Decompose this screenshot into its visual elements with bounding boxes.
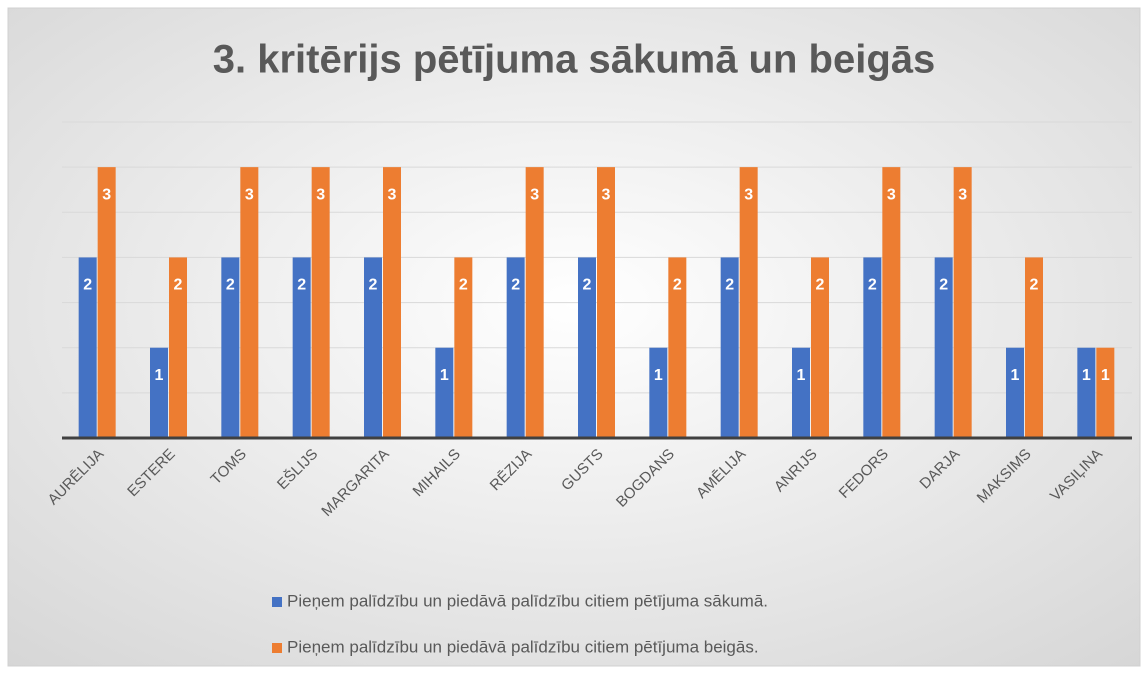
- bar: [97, 167, 116, 438]
- data-label: 3: [887, 186, 896, 203]
- data-label: 2: [511, 277, 520, 294]
- bar: [150, 347, 168, 438]
- bar: [525, 167, 544, 438]
- data-label: 1: [1011, 367, 1020, 384]
- data-label: 2: [725, 277, 734, 294]
- data-label: 3: [958, 186, 967, 203]
- legend-marker: [272, 643, 282, 653]
- data-label: 3: [602, 186, 611, 203]
- chart-title: 3. kritērijs pētījuma sākumā un beigās: [213, 38, 936, 82]
- data-label: 2: [174, 277, 183, 294]
- data-label: 1: [155, 367, 164, 384]
- data-label: 3: [388, 186, 397, 203]
- data-label: 3: [316, 186, 325, 203]
- bar: [435, 347, 454, 438]
- bar: [1025, 257, 1043, 438]
- bar: [311, 167, 330, 438]
- bar: [882, 167, 901, 438]
- data-label: 1: [1082, 367, 1091, 384]
- data-label: 2: [297, 277, 306, 294]
- data-label: 3: [245, 186, 254, 203]
- bar: [863, 257, 882, 438]
- data-label: 3: [530, 186, 539, 203]
- data-label: 2: [1030, 277, 1039, 294]
- bar: [1077, 347, 1096, 438]
- bar: [78, 257, 97, 438]
- data-label: 2: [369, 277, 378, 294]
- data-label: 2: [83, 277, 92, 294]
- bar: [597, 167, 615, 438]
- data-label: 2: [583, 277, 592, 294]
- legend-label: Pieņem palīdzību un piedāvā palīdzību ci…: [287, 591, 768, 610]
- bar: [1006, 347, 1024, 438]
- bar: [934, 257, 953, 438]
- bar: [364, 257, 382, 438]
- bar: [292, 257, 311, 438]
- data-label: 2: [816, 277, 825, 294]
- data-label: 1: [654, 367, 663, 384]
- bar: [1096, 347, 1115, 438]
- bar: [792, 347, 810, 438]
- bar: [454, 257, 473, 438]
- bar: [720, 257, 739, 438]
- legend-label: Pieņem palīdzību un piedāvā palīdzību ci…: [287, 637, 759, 656]
- bar: [953, 167, 972, 438]
- data-label: 3: [744, 186, 753, 203]
- legend-marker: [272, 597, 282, 607]
- bar: [221, 257, 240, 438]
- data-label: 1: [440, 367, 449, 384]
- data-label: 1: [1101, 367, 1110, 384]
- data-label: 3: [102, 186, 111, 203]
- bar: [578, 257, 596, 438]
- bar: [506, 257, 525, 438]
- bar: [811, 257, 829, 438]
- bar: [739, 167, 758, 438]
- bar: [169, 257, 187, 438]
- data-label: 2: [459, 277, 468, 294]
- bar: [668, 257, 687, 438]
- data-label: 1: [797, 367, 806, 384]
- bar: [240, 167, 259, 438]
- data-label: 2: [868, 277, 877, 294]
- data-label: 2: [673, 277, 682, 294]
- data-label: 2: [226, 277, 235, 294]
- bar: [383, 167, 401, 438]
- data-label: 2: [939, 277, 948, 294]
- bar: [649, 347, 668, 438]
